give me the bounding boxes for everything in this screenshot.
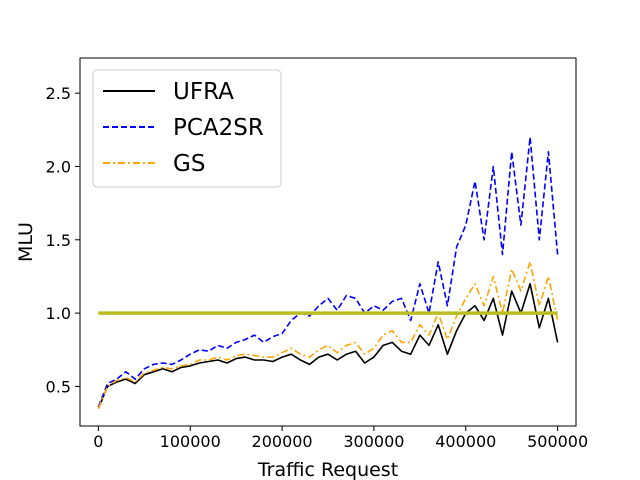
y-axis-label: MLU [15, 222, 37, 262]
legend-box [92, 69, 282, 188]
ticks-layer: 0 100000 200000 300000 400000 500000 0.5 1.0 1.5… [46, 84, 589, 451]
x-tick-label: 500000 [527, 432, 588, 451]
x-axis-label: Traffic Request [257, 459, 398, 480]
axes-frame [79, 57, 577, 427]
series-layer [97, 136, 559, 409]
series-line-gs [97, 260, 559, 409]
legend-label-ufra: UFRA [173, 79, 234, 105]
x-tick-label: 0 [93, 432, 103, 451]
x-tick-label: 300000 [343, 432, 404, 451]
y-tick-label: 1.5 [46, 231, 71, 250]
y-tick-label: 2.5 [46, 84, 71, 103]
legend-label-pca2sr: PCA2SR [173, 115, 264, 141]
y-tick-label: 1.0 [46, 304, 71, 323]
y-tick-label: 0.5 [46, 377, 71, 396]
legend-label-gs: GS [173, 151, 205, 177]
series-line-pca2sr [97, 136, 559, 408]
y-tick-label: 2.0 [46, 157, 71, 176]
x-tick-label: 200000 [252, 432, 313, 451]
legend: UFRA PCA2SR GS [92, 69, 282, 188]
x-tick-label: 400000 [435, 432, 496, 451]
x-tick-label: 100000 [160, 432, 221, 451]
series-line-ufra [97, 282, 559, 409]
